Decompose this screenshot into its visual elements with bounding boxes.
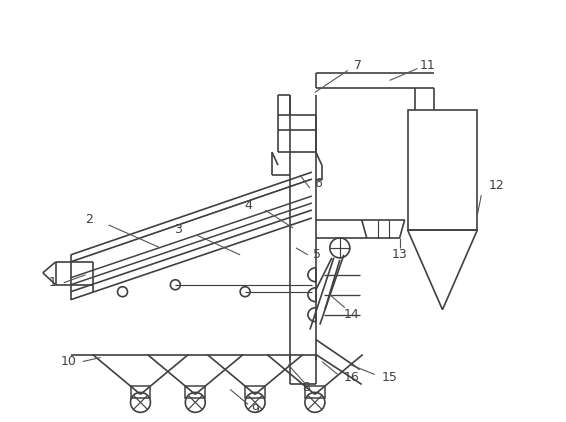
Bar — [185, 387, 205, 398]
Text: 6: 6 — [314, 176, 322, 189]
Text: 5: 5 — [313, 249, 321, 261]
Text: 13: 13 — [392, 249, 408, 261]
Text: 7: 7 — [354, 59, 362, 72]
Text: 11: 11 — [419, 59, 435, 72]
Text: 2: 2 — [85, 214, 93, 227]
Text: 10: 10 — [61, 355, 76, 368]
Text: 3: 3 — [174, 223, 182, 236]
Bar — [305, 387, 325, 398]
Bar — [131, 387, 151, 398]
Text: 14: 14 — [344, 308, 359, 321]
Bar — [245, 387, 265, 398]
Text: 15: 15 — [381, 371, 397, 384]
Text: 8: 8 — [302, 381, 310, 394]
Text: 4: 4 — [244, 198, 252, 211]
Text: 1: 1 — [49, 276, 57, 289]
Text: 9: 9 — [251, 403, 259, 416]
Text: 12: 12 — [488, 179, 504, 192]
Bar — [408, 110, 477, 230]
Text: 16: 16 — [344, 371, 359, 384]
